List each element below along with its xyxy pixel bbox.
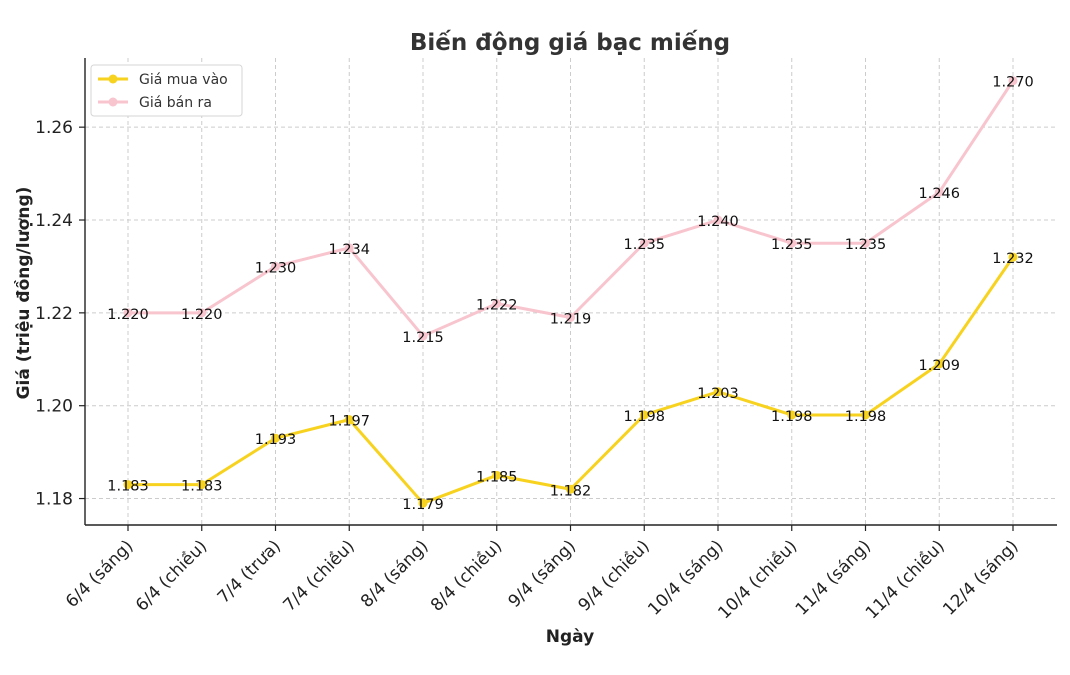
data-point [861,238,870,248]
data-point [639,238,649,248]
data-label: 1.246 [918,186,960,202]
data-point [934,187,944,197]
data-point [713,215,723,225]
x-tick-label: 6/4 (sáng) [62,536,138,612]
legend-box [90,64,243,117]
data-label: 1.235 [623,237,665,253]
data-point [639,410,649,420]
y-axis-label: Giá (triệu đồng/lượng) [13,187,34,400]
data-point [713,387,723,397]
y-axis-ticks: 1.18 1.20 1.22 1.24 1.26 [35,118,85,510]
x-tick-label: 9/4 (chiều) [574,536,654,616]
y-tick-label: 1.20 [35,397,73,417]
data-label: 1.197 [328,414,370,430]
data-label: 1.234 [328,242,370,258]
data-label: 1.198 [771,409,813,425]
chart-title: Biến động giá bạc miếng [410,29,730,56]
legend-swatch-marker [108,74,118,84]
data-point [197,308,207,318]
y-tick-label: 1.26 [35,118,73,138]
grid [85,58,1057,525]
legend-label: Giá bán ra [139,95,212,111]
data-point [861,410,870,420]
x-tick-label: 8/4 (chiều) [426,536,506,616]
data-point [787,238,797,248]
data-label: 1.270 [992,75,1034,91]
y-tick-label: 1.24 [35,211,73,231]
x-tick-label: 11/4 (chiều) [861,536,949,624]
data-label: 1.240 [697,214,739,230]
data-label: 1.215 [402,330,444,346]
data-point [271,261,280,271]
y-tick-label: 1.22 [35,304,73,324]
data-point [566,312,575,322]
data-point [344,243,354,253]
data-labels: 1.183 1.183 1.193 1.197 1.179 1.185 1.182 1.198… [107,75,1034,513]
data-label: 1.230 [255,260,297,276]
x-axis-ticks: 6/4 (sáng)6/4 (chiều) 7/4 (trưa)7/4 (chiề… [62,525,1023,623]
x-tick-label: 9/4 (sáng) [504,536,580,612]
data-label: 1.182 [550,483,592,499]
data-label: 1.235 [771,237,813,253]
data-label: 1.209 [918,358,960,374]
data-label: 1.179 [402,497,444,513]
data-label: 1.198 [623,409,665,425]
data-label: 1.203 [697,386,739,402]
data-point [123,480,133,490]
x-tick-label: 6/4 (chiều) [131,536,211,616]
data-point [492,299,502,309]
data-point [787,410,797,420]
data-label: 1.220 [181,307,223,323]
series-layer [123,76,1018,508]
data-point [934,359,944,369]
legend: Giá mua vào Giá bán ra [90,64,243,117]
data-point [418,498,428,508]
x-axis-label: Ngày [546,627,594,647]
x-tick-label: 7/4 (trưa) [214,536,285,607]
data-point [197,480,207,490]
data-point [418,331,428,341]
data-point [123,308,133,318]
data-label: 1.183 [181,479,223,495]
data-point [492,470,502,480]
x-tick-label: 12/4 (sáng) [939,536,1022,619]
data-label: 1.235 [845,237,887,253]
data-label: 1.183 [107,479,149,495]
data-point [344,415,354,425]
data-label: 1.193 [255,432,297,448]
data-label: 1.198 [845,409,887,425]
data-label: 1.219 [550,311,592,327]
data-label: 1.232 [992,251,1034,267]
data-label: 1.220 [107,307,149,323]
data-label: 1.185 [476,469,518,485]
data-label: 1.222 [476,298,518,314]
x-tick-label: 8/4 (sáng) [357,536,433,612]
x-tick-label: 10/4 (chiều) [714,536,802,624]
data-point [271,433,280,443]
legend-label: Giá mua vào [139,72,228,88]
x-tick-label: 7/4 (chiều) [279,536,359,616]
data-point [1008,76,1018,86]
data-point [1008,252,1018,262]
y-tick-label: 1.18 [35,490,73,510]
legend-swatch-marker [108,97,118,107]
data-point [566,484,575,494]
